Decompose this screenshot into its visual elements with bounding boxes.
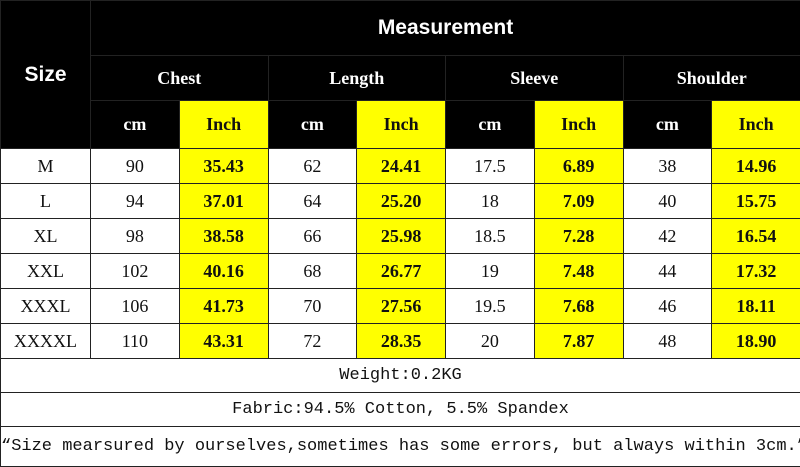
value-cell: 25.20 (357, 184, 446, 219)
value-cell: 7.28 (534, 219, 623, 254)
value-cell: 26.77 (357, 254, 446, 289)
value-cell: 15.75 (712, 184, 800, 219)
value-cell: 18.11 (712, 289, 800, 324)
value-cell: 72 (268, 324, 357, 359)
value-cell: 7.68 (534, 289, 623, 324)
value-cell: 106 (91, 289, 180, 324)
value-cell: 24.41 (357, 149, 446, 184)
value-cell: 7.87 (534, 324, 623, 359)
unit-header: cm (623, 101, 712, 149)
value-cell: 18.5 (446, 219, 535, 254)
value-cell: 38 (623, 149, 712, 184)
value-cell: 41.73 (179, 289, 268, 324)
unit-header: Inch (712, 101, 800, 149)
value-cell: 14.96 (712, 149, 800, 184)
value-cell: 17.5 (446, 149, 535, 184)
value-cell: 40 (623, 184, 712, 219)
size-cell: XXL (1, 254, 91, 289)
unit-header: cm (268, 101, 357, 149)
value-cell: 16.54 (712, 219, 800, 254)
group-header: Length (268, 56, 446, 101)
size-header: Size (1, 1, 91, 149)
value-cell: 48 (623, 324, 712, 359)
size-cell: L (1, 184, 91, 219)
measurement-header: Measurement (91, 1, 800, 56)
size-cell: XXXXL (1, 324, 91, 359)
footer-note: “Size mearsured by ourselves,sometimes h… (1, 427, 800, 467)
value-cell: 25.98 (357, 219, 446, 254)
value-cell: 42 (623, 219, 712, 254)
unit-header: Inch (179, 101, 268, 149)
unit-header: Inch (534, 101, 623, 149)
size-cell: M (1, 149, 91, 184)
value-cell: 70 (268, 289, 357, 324)
value-cell: 43.31 (179, 324, 268, 359)
value-cell: 64 (268, 184, 357, 219)
value-cell: 7.09 (534, 184, 623, 219)
value-cell: 6.89 (534, 149, 623, 184)
unit-header: Inch (357, 101, 446, 149)
value-cell: 46 (623, 289, 712, 324)
value-cell: 19 (446, 254, 535, 289)
unit-header: cm (446, 101, 535, 149)
value-cell: 17.32 (712, 254, 800, 289)
value-cell: 94 (91, 184, 180, 219)
unit-header: cm (91, 101, 180, 149)
value-cell: 40.16 (179, 254, 268, 289)
value-cell: 18.90 (712, 324, 800, 359)
value-cell: 20 (446, 324, 535, 359)
group-header: Sleeve (446, 56, 624, 101)
value-cell: 102 (91, 254, 180, 289)
value-cell: 19.5 (446, 289, 535, 324)
value-cell: 35.43 (179, 149, 268, 184)
value-cell: 62 (268, 149, 357, 184)
footer-note: Fabric:94.5% Cotton, 5.5% Spandex (1, 393, 800, 427)
value-cell: 28.35 (357, 324, 446, 359)
value-cell: 18 (446, 184, 535, 219)
value-cell: 90 (91, 149, 180, 184)
value-cell: 66 (268, 219, 357, 254)
group-header: Shoulder (623, 56, 800, 101)
value-cell: 7.48 (534, 254, 623, 289)
value-cell: 27.56 (357, 289, 446, 324)
footer-note: Weight:0.2KG (1, 359, 800, 393)
value-cell: 38.58 (179, 219, 268, 254)
value-cell: 110 (91, 324, 180, 359)
size-cell: XXXL (1, 289, 91, 324)
size-cell: XL (1, 219, 91, 254)
value-cell: 37.01 (179, 184, 268, 219)
value-cell: 98 (91, 219, 180, 254)
value-cell: 68 (268, 254, 357, 289)
value-cell: 44 (623, 254, 712, 289)
group-header: Chest (91, 56, 269, 101)
